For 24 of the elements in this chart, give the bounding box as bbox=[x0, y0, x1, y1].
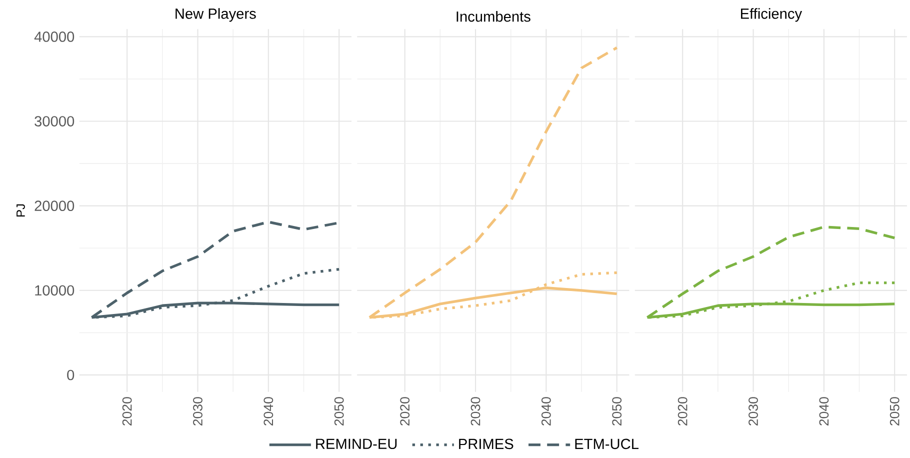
y-axis-title: PJ bbox=[16, 204, 25, 216]
chart-title: Incumbents bbox=[456, 11, 530, 22]
y-tick-label: 30000 bbox=[34, 116, 74, 126]
y-tick-label: 20000 bbox=[34, 200, 74, 212]
x-tick-label: 2040 bbox=[264, 397, 274, 426]
x-tick-label: 2020 bbox=[678, 397, 688, 426]
x-tick-label: 2020 bbox=[122, 397, 132, 426]
legend-label: PRIMES bbox=[459, 438, 514, 450]
x-tick-label: 2030 bbox=[470, 397, 480, 426]
x-tick-label: 2030 bbox=[748, 397, 758, 426]
y-tick-label: 10000 bbox=[35, 285, 74, 296]
chart-title: Efficiency bbox=[741, 8, 802, 22]
x-tick-label: 2040 bbox=[819, 397, 829, 426]
x-tick-label: 2050 bbox=[612, 397, 622, 426]
x-tick-label: 2020 bbox=[400, 397, 410, 426]
x-tick-label: 2040 bbox=[541, 397, 551, 426]
x-tick-label: 2050 bbox=[890, 397, 900, 426]
y-tick-label: 40000 bbox=[34, 32, 74, 42]
legend-label: ETM-UCL bbox=[575, 438, 639, 450]
chart-title: New Players bbox=[176, 8, 256, 22]
x-tick-label: 2050 bbox=[334, 397, 344, 426]
x-tick-label: 2030 bbox=[193, 397, 202, 426]
y-tick-label: 0 bbox=[67, 370, 74, 380]
legend-label: REMIND-EU bbox=[316, 438, 397, 450]
